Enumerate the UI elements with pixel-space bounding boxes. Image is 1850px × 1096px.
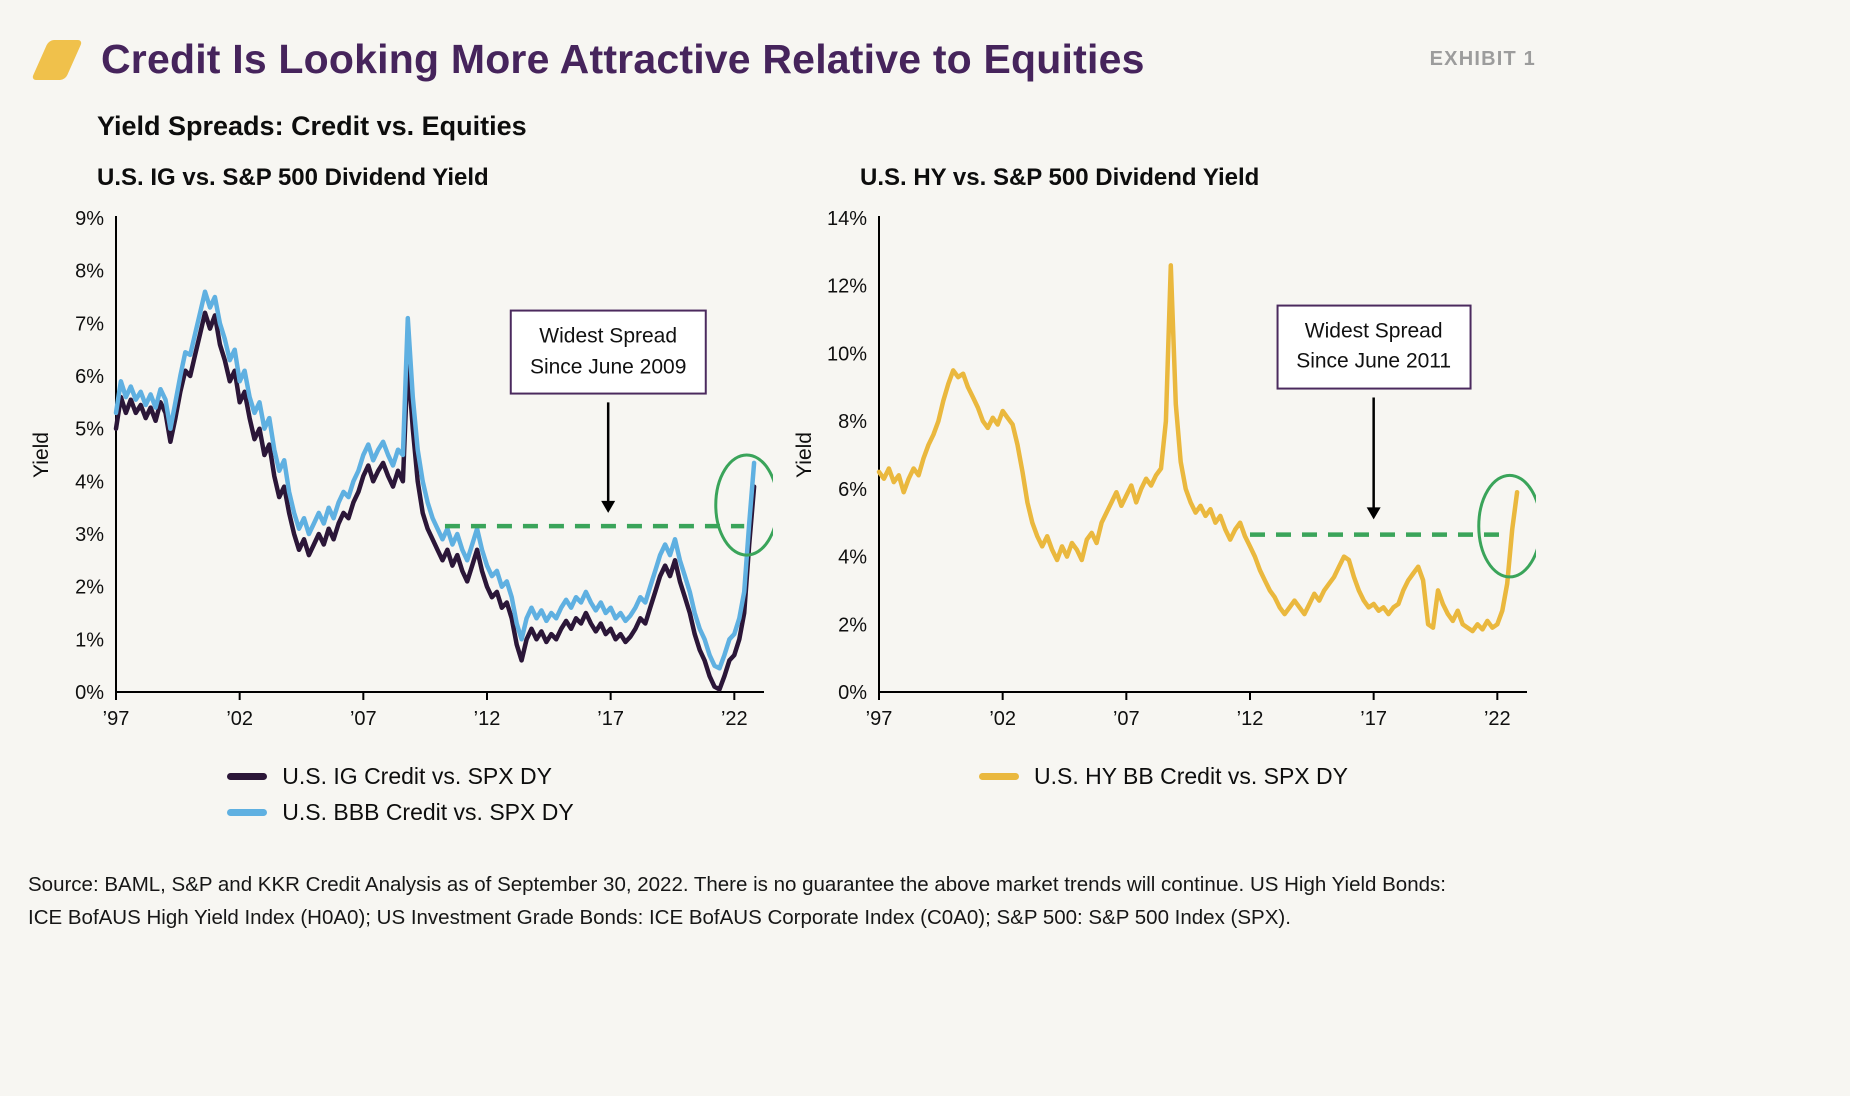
- callout-line-2: Since June 2009: [529, 355, 687, 379]
- chart-hy-legend: U.S. HY BB Credit vs. SPX DY: [978, 763, 1348, 790]
- y-axis-title: Yield: [793, 432, 816, 478]
- bbb-series-line: [113, 289, 757, 671]
- ig-series-line: [113, 310, 757, 692]
- chart-hy-plot-area: Yield 0% 2% 4% 6% 8% 10% 12% 14% ’97 ’02 ’07 ’12 ’17 ’…: [791, 202, 1536, 747]
- bbb-line-swatch: [227, 809, 268, 816]
- x-tick-label: ’97: [103, 708, 130, 730]
- x-tick-label: ’17: [1360, 708, 1387, 730]
- y-tick-label: 14%: [827, 208, 867, 230]
- legend-label-hy: U.S. HY BB Credit vs. SPX DY: [1033, 763, 1348, 789]
- y-tick-label: 8%: [838, 411, 867, 433]
- y-tick-label: 0%: [75, 682, 104, 704]
- x-tick-label: ’12: [474, 708, 501, 730]
- chart-group-subtitle: Yield Spreads: Credit vs. Equities: [97, 111, 527, 141]
- annotation-arrow-head: [1366, 507, 1381, 520]
- y-tick-label: 2%: [838, 614, 867, 636]
- y-tick-label: 7%: [75, 313, 104, 335]
- x-tick-label: ’17: [597, 708, 624, 730]
- source-note: Source: BAML, S&P and KKR Credit Analysi…: [28, 868, 1822, 934]
- highlight-circle: [1477, 473, 1536, 579]
- y-tick-label: 4%: [75, 471, 104, 493]
- y-tick-label: 12%: [827, 276, 867, 298]
- callout-line-2: Since June 2011: [1296, 349, 1452, 373]
- x-tick-label: ’22: [1484, 708, 1511, 730]
- x-tick-label: ’02: [226, 708, 253, 730]
- ig-line-swatch: [227, 773, 268, 780]
- kkr-logo-mark: [31, 39, 83, 80]
- hy-series-line: [876, 263, 1520, 634]
- legend-label-ig: U.S. IG Credit vs. SPX DY: [282, 763, 552, 789]
- chart-ig-title: U.S. IG vs. S&P 500 Dividend Yield: [97, 164, 489, 191]
- y-tick-label: 5%: [75, 419, 104, 441]
- y-tick-label: 8%: [75, 261, 104, 283]
- y-tick-label: 0%: [838, 682, 867, 704]
- legend-item-ig: U.S. IG Credit vs. SPX DY: [227, 763, 573, 790]
- exhibit-page: Credit Is Looking More Attractive Relati…: [28, 36, 1822, 934]
- y-tick-label: 3%: [75, 524, 104, 546]
- callout-line-1: Widest Spread: [1304, 319, 1443, 343]
- y-tick-label: 10%: [827, 343, 867, 365]
- y-axis-title: Yield: [30, 432, 53, 478]
- legend-item-bbb: U.S. BBB Credit vs. SPX DY: [227, 799, 574, 826]
- chart-ig-block: U.S. IG vs. S&P 500 Dividend Yield Yield…: [28, 164, 773, 826]
- y-tick-label: 4%: [838, 547, 867, 569]
- chart-ig-svg: Yield 0% 1% 2% 3% 4% 5% 6% 7% 8% 9% ’97 ’02 ’07 ’12 ’17…: [30, 208, 773, 730]
- x-tick-label: ’07: [350, 708, 377, 730]
- chart-hy-block: U.S. HY vs. S&P 500 Dividend Yield Yield…: [791, 164, 1536, 826]
- legend-label-bbb: U.S. BBB Credit vs. SPX DY: [282, 799, 574, 825]
- exhibit-label: EXHIBIT 1: [1429, 48, 1536, 70]
- chart-hy-svg: Yield 0% 2% 4% 6% 8% 10% 12% 14% ’97 ’02 ’07 ’12 ’17 ’…: [793, 208, 1536, 730]
- annotation-arrow-head: [601, 500, 616, 513]
- source-line-1: Source: BAML, S&P and KKR Credit Analysi…: [28, 873, 1446, 896]
- y-tick-label: 2%: [75, 577, 104, 599]
- chart-hy-title: U.S. HY vs. S&P 500 Dividend Yield: [860, 164, 1260, 191]
- y-tick-label: 6%: [75, 366, 104, 388]
- source-line-2: ICE BofAUS High Yield Index (H0A0); US I…: [28, 906, 1291, 930]
- page-title: Credit Is Looking More Attractive Relati…: [101, 36, 1145, 82]
- y-tick-label: 9%: [75, 208, 104, 230]
- x-tick-label: ’12: [1237, 708, 1264, 730]
- hy-line-swatch: [978, 773, 1019, 780]
- y-tick-label: 1%: [75, 629, 104, 651]
- callout-line-1: Widest Spread: [539, 324, 678, 348]
- x-tick-label: ’02: [989, 708, 1016, 730]
- chart-ig-legend: U.S. IG Credit vs. SPX DY U.S. BBB Credi…: [227, 763, 574, 826]
- chart-ig-plot-area: Yield 0% 1% 2% 3% 4% 5% 6% 7% 8% 9% ’97 ’02 ’07 ’12 ’17…: [28, 202, 773, 747]
- widest-spread-callout-hy: Widest Spread Since June 2011: [1276, 304, 1472, 390]
- x-tick-label: ’22: [721, 708, 748, 730]
- x-tick-label: ’07: [1113, 708, 1140, 730]
- header: Credit Is Looking More Attractive Relati…: [28, 36, 1536, 83]
- x-tick-label: ’97: [866, 708, 893, 730]
- widest-spread-callout-ig: Widest Spread Since June 2009: [509, 309, 707, 395]
- legend-item-hy: U.S. HY BB Credit vs. SPX DY: [978, 763, 1348, 790]
- highlight-circle: [714, 453, 773, 557]
- y-tick-label: 6%: [838, 479, 867, 501]
- charts-row: U.S. IG vs. S&P 500 Dividend Yield Yield…: [28, 164, 1822, 826]
